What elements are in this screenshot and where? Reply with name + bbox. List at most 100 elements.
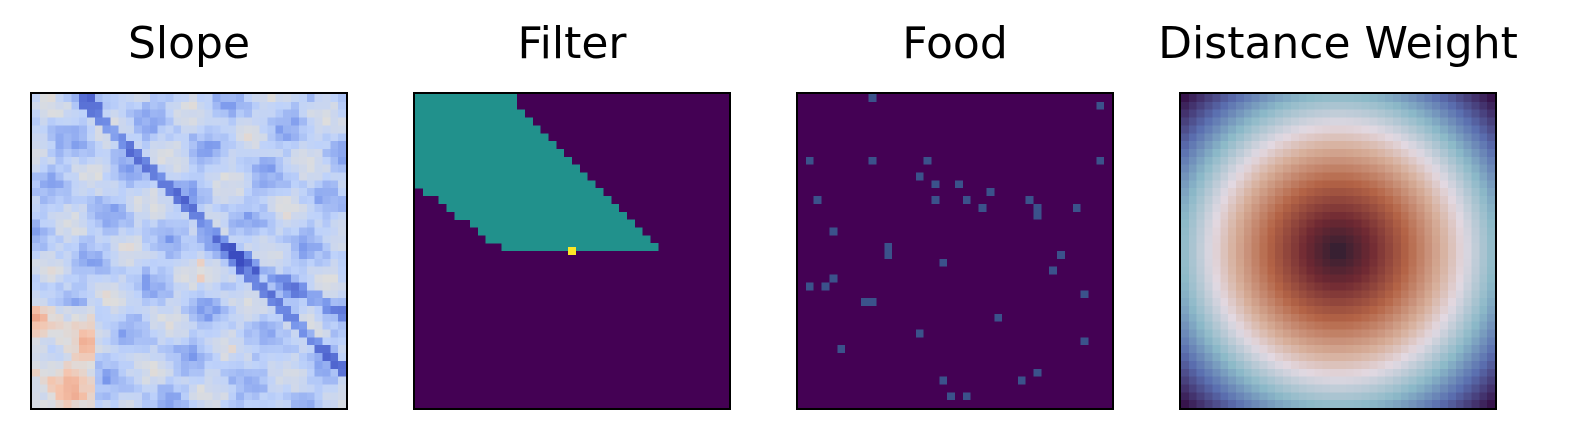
distance-weight-cell — [1204, 211, 1213, 220]
slope-cell — [71, 368, 80, 377]
distance-weight-cell — [1243, 313, 1252, 322]
distance-weight-cell — [1204, 282, 1213, 291]
slope-cell — [275, 392, 284, 401]
distance-weight-cell — [1243, 329, 1252, 338]
distance-weight-cell — [1196, 360, 1205, 369]
slope-cell — [243, 274, 252, 283]
slope-cell — [283, 125, 292, 134]
distance-weight-cell — [1416, 94, 1425, 103]
slope-cell — [338, 133, 346, 142]
slope-cell — [157, 251, 166, 260]
distance-weight-cell — [1212, 180, 1221, 189]
slope-cell — [291, 243, 300, 252]
slope-cell — [243, 298, 252, 307]
slope-cell — [149, 243, 158, 252]
slope-cell — [298, 125, 307, 134]
slope-cell — [267, 368, 276, 377]
distance-weight-cell — [1322, 376, 1331, 385]
slope-cell — [251, 188, 260, 197]
slope-cell — [196, 290, 205, 299]
slope-cell — [243, 125, 252, 134]
slope-cell — [189, 117, 198, 126]
food-point — [978, 203, 987, 212]
slope-cell — [181, 321, 190, 330]
slope-cell — [267, 392, 276, 401]
slope-cell — [47, 313, 56, 322]
slope-cell — [330, 125, 339, 134]
distance-weight-cell — [1385, 235, 1394, 244]
distance-weight-cell — [1228, 219, 1237, 228]
distance-weight-cell — [1220, 298, 1229, 307]
distance-weight-cell — [1440, 235, 1449, 244]
slope-cell — [63, 321, 72, 330]
distance-weight-cell — [1455, 329, 1464, 338]
distance-weight-cell — [1188, 400, 1197, 408]
slope-cell — [118, 141, 127, 150]
distance-weight-cell — [1251, 345, 1260, 354]
distance-weight-cell — [1283, 337, 1292, 346]
distance-weight-cell — [1471, 274, 1480, 283]
slope-cell — [165, 148, 174, 157]
slope-cell — [118, 188, 127, 197]
distance-weight-cell — [1235, 227, 1244, 236]
distance-weight-cell — [1455, 196, 1464, 205]
slope-cell — [212, 290, 221, 299]
slope-cell — [330, 305, 339, 314]
distance-weight-cell — [1235, 196, 1244, 205]
slope-cell — [298, 368, 307, 377]
slope-cell — [165, 243, 174, 252]
slope-cell — [251, 353, 260, 362]
slope-cell — [173, 337, 182, 346]
distance-weight-cell — [1275, 337, 1284, 346]
distance-weight-cell — [1314, 392, 1323, 401]
slope-cell — [228, 101, 237, 110]
distance-weight-cell — [1235, 400, 1244, 408]
slope-cell — [86, 345, 95, 354]
slope-cell — [212, 172, 221, 181]
slope-cell — [110, 94, 119, 103]
food-point — [1033, 211, 1042, 220]
distance-weight-cell — [1322, 125, 1331, 134]
slope-cell — [47, 305, 56, 314]
distance-weight-cell — [1408, 141, 1417, 150]
distance-weight-cell — [1181, 133, 1190, 142]
distance-weight-cell — [1408, 235, 1417, 244]
slope-cell — [243, 235, 252, 244]
slope-cell — [220, 172, 229, 181]
distance-weight-cell — [1455, 282, 1464, 291]
slope-cell — [212, 298, 221, 307]
slope-cell — [79, 148, 88, 157]
distance-weight-cell — [1275, 282, 1284, 291]
distance-weight-cell — [1330, 368, 1339, 377]
slope-cell — [330, 329, 339, 338]
slope-cell — [94, 329, 103, 338]
slope-cell — [102, 392, 111, 401]
slope-cell — [220, 227, 229, 236]
distance-weight-cell — [1400, 392, 1409, 401]
distance-weight-cell — [1424, 203, 1433, 212]
distance-weight-cell — [1314, 227, 1323, 236]
slope-cell — [32, 109, 41, 118]
slope-cell — [110, 219, 119, 228]
distance-weight-cell — [1235, 258, 1244, 267]
slope-cell — [55, 196, 64, 205]
distance-weight-cell — [1416, 164, 1425, 173]
slope-cell — [322, 376, 331, 385]
distance-weight-cell — [1361, 156, 1370, 165]
distance-weight-cell — [1188, 125, 1197, 134]
slope-cell — [283, 94, 292, 103]
slope-cell — [55, 321, 64, 330]
slope-cell — [220, 117, 229, 126]
slope-cell — [322, 148, 331, 157]
distance-weight-cell — [1259, 172, 1268, 181]
slope-cell — [196, 243, 205, 252]
distance-weight-cell — [1447, 133, 1456, 142]
slope-cell — [236, 368, 245, 377]
distance-weight-cell — [1463, 282, 1472, 291]
slope-cell — [110, 282, 119, 291]
food-point — [986, 188, 995, 197]
distance-weight-cell — [1455, 360, 1464, 369]
distance-weight-cell — [1243, 243, 1252, 252]
slope-cell — [86, 109, 95, 118]
distance-weight-cell — [1267, 235, 1276, 244]
